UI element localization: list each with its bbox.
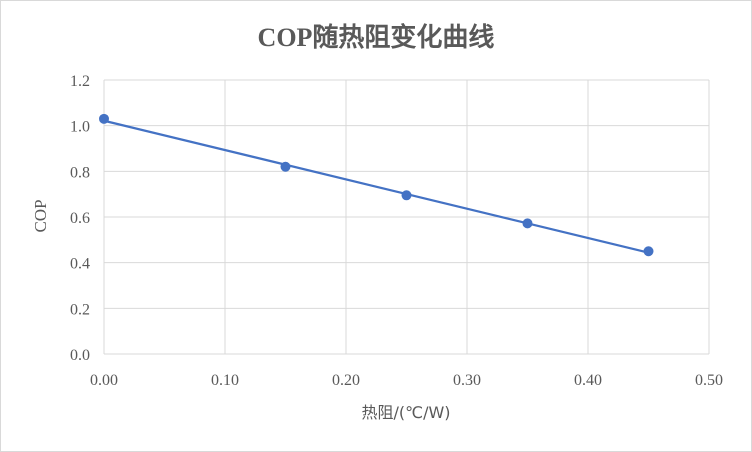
data-point [522,218,533,229]
trendline [102,119,650,254]
x-tick-label: 0.20 [332,372,360,389]
data-point [280,161,291,172]
y-tick-label: 0.8 [70,164,90,181]
y-tick-label: 0.6 [70,210,90,227]
y-axis-label: COP [31,199,50,232]
x-tick-label: 0.40 [574,372,602,389]
y-axis-ticks: 0.0 0.2 0.4 0.6 0.8 1.0 1.2 [70,73,90,364]
data-point [643,246,654,257]
x-tick-label: 0.50 [695,372,723,389]
y-tick-label: 0.2 [70,301,90,318]
trendline-line [102,119,650,254]
data-points [99,113,654,257]
chart-title: COP随热阻变化曲线 [258,22,495,52]
y-tick-label: 0.4 [70,256,90,273]
y-tick-label: 1.2 [70,73,90,90]
x-axis-label: 热阻/(℃/W) [361,403,450,422]
x-axis-ticks: 0.00 0.10 0.20 0.30 0.40 0.50 [90,372,723,389]
y-tick-label: 1.0 [70,119,90,136]
data-point [401,190,412,201]
grid [103,79,710,355]
x-tick-label: 0.00 [90,372,118,389]
y-tick-label: 0.0 [70,347,90,364]
data-point [99,113,109,124]
x-tick-label: 0.10 [211,372,239,389]
x-tick-label: 0.30 [453,372,481,389]
